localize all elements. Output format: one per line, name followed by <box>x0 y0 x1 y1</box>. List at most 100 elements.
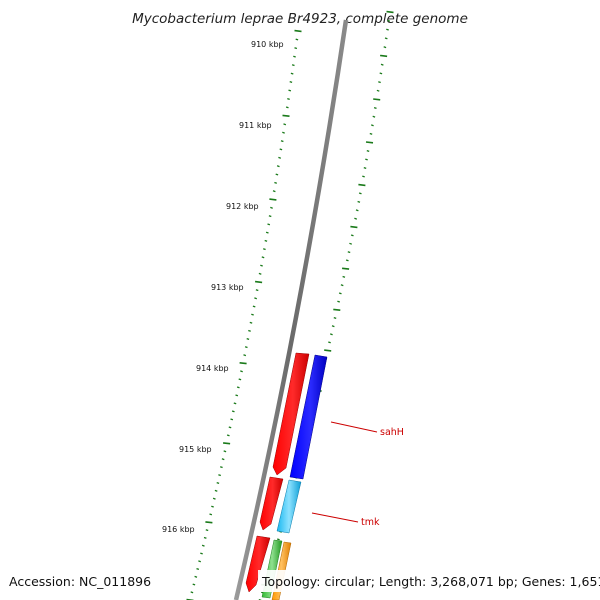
inner-minor-tick <box>268 215 272 218</box>
outer-minor-tick <box>376 89 380 92</box>
genome-backbone <box>233 19 349 600</box>
outer-minor-tick <box>378 81 381 84</box>
footer-bar: Accession: NC_011896 Topology: circular;… <box>9 570 600 592</box>
inner-minor-tick <box>214 489 218 492</box>
inner-minor-tick <box>265 231 269 234</box>
outer-minor-tick <box>384 37 388 40</box>
inner-minor-tick <box>228 426 232 429</box>
accession-text: Accession: NC_011896 <box>9 574 151 589</box>
inner-minor-tick <box>249 321 253 324</box>
outer-minor-tick <box>373 106 377 110</box>
inner-minor-tick <box>216 481 220 485</box>
gene-label-tmk: tmk <box>361 517 380 528</box>
outer-minor-tick <box>340 284 344 287</box>
inner-minor-tick <box>254 297 258 300</box>
outer-minor-tick <box>362 175 365 178</box>
inner-minor-tick <box>231 410 235 413</box>
scale-label-911: 911 kbp <box>239 121 272 130</box>
inner-minor-tick <box>203 536 207 539</box>
inner-minor-tick <box>251 313 254 316</box>
outer-minor-tick <box>345 259 349 262</box>
outer-minor-tick <box>350 234 354 237</box>
outer-minor-tick <box>355 209 359 212</box>
scale-label-916: 916 kbp <box>162 525 195 534</box>
inner-minor-tick <box>223 450 227 453</box>
inner-minor-tick <box>200 552 203 555</box>
inner-minor-tick <box>267 223 271 226</box>
inner-minor-tick <box>212 497 216 500</box>
inner-minor-tick <box>290 72 294 75</box>
inner-minor-tick <box>252 305 256 308</box>
inner-minor-tick <box>272 190 276 193</box>
inner-minor-tick <box>192 583 196 586</box>
inner-minor-tick <box>270 206 273 209</box>
outer-minor-tick <box>338 292 342 295</box>
outer-major-tick <box>342 267 350 270</box>
inner-minor-tick <box>258 272 262 275</box>
outer-major-tick <box>365 141 374 144</box>
inner-minor-tick <box>226 434 230 437</box>
inner-minor-tick <box>221 458 225 461</box>
gene-features <box>245 352 328 600</box>
outer-major-tick <box>358 183 366 187</box>
inner-minor-tick <box>287 97 290 101</box>
inner-minor-tick <box>289 80 293 84</box>
outer-major-tick <box>386 10 394 14</box>
gene-feature-red-2 <box>259 476 284 531</box>
scale-label-915: 915 kbp <box>179 445 212 454</box>
inner-minor-tick <box>262 248 266 251</box>
inner-minor-tick <box>293 55 296 58</box>
outer-minor-tick <box>333 316 337 320</box>
outer-minor-tick <box>331 325 335 328</box>
inner-minor-tick <box>285 106 289 109</box>
gene-feature-red-1 <box>272 352 310 476</box>
outer-major-tick <box>350 225 358 229</box>
gene-label-sahH: sahH <box>380 427 404 438</box>
outer-minor-tick <box>370 124 374 127</box>
inner-minor-tick <box>248 329 251 332</box>
inner-minor-tick <box>261 256 265 259</box>
inner-minor-tick <box>276 165 280 168</box>
inner-minor-tick <box>230 418 234 421</box>
inner-major-tick <box>294 29 302 33</box>
inner-minor-tick <box>211 505 214 508</box>
outer-minor-tick <box>386 28 389 31</box>
outer-minor-tick <box>328 341 331 344</box>
inner-minor-tick <box>246 337 250 341</box>
outer-minor-tick <box>365 158 368 161</box>
outer-minor-tick <box>354 217 358 220</box>
outer-minor-tick <box>366 149 370 153</box>
inner-minor-tick <box>235 394 239 397</box>
inner-minor-tick <box>288 89 292 92</box>
inner-minor-tick <box>201 544 205 547</box>
gene-labels: sahH tmk <box>311 421 404 528</box>
outer-minor-tick <box>347 251 351 254</box>
inner-minor-tick <box>233 402 237 405</box>
inner-minor-tick <box>190 591 194 594</box>
genome-summary-text: Topology: circular; Length: 3,268,071 bp… <box>261 574 600 589</box>
outer-minor-tick <box>276 538 280 541</box>
outer-minor-tick <box>369 132 373 135</box>
outer-minor-tick <box>358 192 362 195</box>
inner-minor-tick <box>236 386 240 389</box>
outer-minor-tick <box>372 115 376 118</box>
inner-minor-tick <box>196 567 200 571</box>
scale-label-910: 910 kbp <box>251 40 284 49</box>
scale-label-913: 913 kbp <box>211 283 244 292</box>
outer-minor-tick <box>387 19 391 22</box>
outer-minor-tick <box>379 72 383 75</box>
inner-minor-tick <box>291 64 295 67</box>
scale-label-914: 914 kbp <box>196 364 229 373</box>
inner-minor-tick <box>243 354 247 357</box>
label-line-sahH <box>330 421 378 433</box>
inner-minor-tick <box>260 264 263 267</box>
inner-minor-tick <box>240 370 243 373</box>
inner-minor-tick <box>244 346 248 349</box>
inner-major-tick <box>205 521 213 524</box>
outer-minor-tick <box>380 63 384 66</box>
outer-minor-tick <box>337 300 341 303</box>
inner-minor-tick <box>264 239 268 242</box>
inner-minor-tick <box>282 131 285 134</box>
outer-minor-tick <box>349 242 353 245</box>
